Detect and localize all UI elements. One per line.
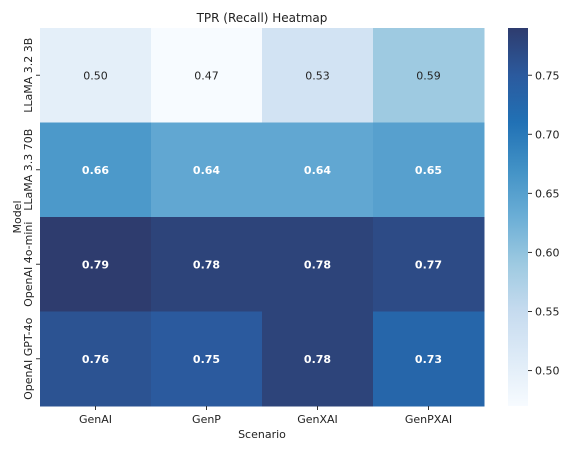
cell-value-label: 0.64 — [304, 164, 331, 177]
cell-value-label: 0.53 — [305, 69, 330, 82]
heatmap-cell-labels: 0.50 0.47 0.53 0.59 0.66 0.64 0.64 0.65 0.79 0.78… — [82, 69, 442, 366]
cell-value-label: 0.47 — [194, 69, 219, 82]
colorbar-tick-label: 0.75 — [535, 69, 560, 82]
y-tick-label: OpenAI 4o-mini — [22, 222, 35, 307]
colorbar-tick-label: 0.70 — [535, 128, 560, 141]
cell-value-label: 0.73 — [415, 353, 442, 366]
colorbar-tick-label: 0.55 — [535, 306, 560, 319]
colorbar — [508, 28, 528, 406]
cell-value-label: 0.66 — [82, 164, 109, 177]
heatmap-cell — [151, 122, 263, 218]
y-axis-ticks: LLaMA 3.2 3B LLaMA 3.3 70B OpenAI 4o-mini O… — [22, 38, 40, 400]
colorbar-ticks: 0.50 0.55 0.60 0.65 0.70 0.75 — [528, 69, 560, 378]
x-tick-label: GenP — [192, 413, 221, 426]
heatmap-cell — [262, 217, 374, 312]
cell-value-label: 0.76 — [82, 353, 109, 366]
heatmap-cell — [373, 217, 485, 312]
x-axis-label: Scenario — [238, 428, 286, 441]
cell-value-label: 0.50 — [83, 69, 108, 82]
colorbar-tick-label: 0.65 — [535, 187, 560, 200]
cell-value-label: 0.79 — [82, 258, 109, 271]
chart-title: TPR (Recall) Heatmap — [196, 11, 328, 25]
cell-value-label: 0.78 — [304, 353, 331, 366]
x-tick-label: GenPXAI — [405, 413, 452, 426]
heatmap-cell — [40, 122, 152, 218]
cell-value-label: 0.78 — [304, 258, 331, 271]
heatmap-cell — [262, 311, 374, 407]
heatmap-cell — [151, 311, 263, 407]
x-tick-label: GenXAI — [297, 413, 338, 426]
heatmap-cell — [40, 217, 152, 312]
heatmap-cell — [373, 311, 485, 407]
cell-value-label: 0.78 — [193, 258, 220, 271]
heatmap-cell — [40, 28, 152, 123]
colorbar-tick-label: 0.50 — [535, 365, 560, 378]
heatmap-cell — [262, 122, 374, 218]
cell-value-label: 0.59 — [416, 69, 441, 82]
y-tick-label: OpenAI GPT-4o — [22, 317, 35, 399]
y-axis-label: Model — [11, 200, 24, 233]
heatmap-cell — [151, 217, 263, 312]
cell-value-label: 0.75 — [193, 353, 220, 366]
colorbar-tick-label: 0.60 — [535, 246, 560, 259]
cell-value-label: 0.64 — [193, 164, 220, 177]
heatmap-cell — [373, 28, 485, 123]
x-tick-label: GenAI — [79, 413, 112, 426]
x-axis-ticks: GenAI GenP GenXAI GenPXAI — [79, 406, 452, 426]
heatmap-cells — [40, 28, 485, 407]
heatmap-cell — [373, 122, 485, 218]
heatmap-cell — [40, 311, 152, 407]
cell-value-label: 0.77 — [415, 258, 442, 271]
y-tick-label: LLaMA 3.3 70B — [22, 129, 35, 211]
heatmap-cell — [151, 28, 263, 123]
cell-value-label: 0.65 — [415, 164, 442, 177]
y-tick-label: LLaMA 3.2 3B — [22, 38, 35, 113]
heatmap-cell — [262, 28, 374, 123]
